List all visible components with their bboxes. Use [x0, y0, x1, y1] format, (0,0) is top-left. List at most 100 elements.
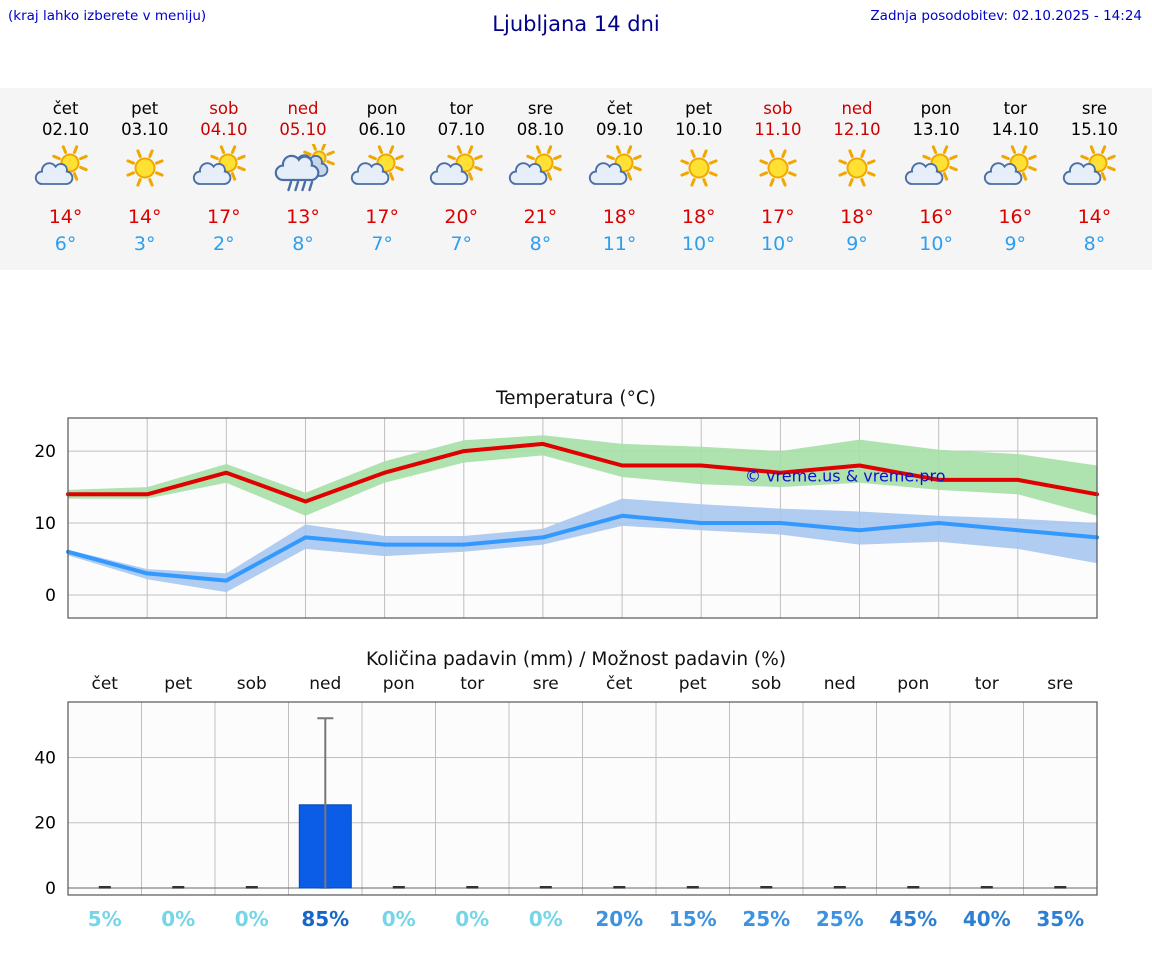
day-name: čet: [52, 99, 79, 118]
day-date: 13.10: [912, 120, 960, 139]
precipitation-chart-title: Količina padavin (mm) / Možnost padavin …: [365, 649, 787, 670]
sun-cloud-icon: [184, 141, 263, 197]
forecast-day[interactable]: ned 05.10 13° 8°: [263, 98, 342, 256]
svg-text:40: 40: [34, 749, 56, 769]
low-temp: 7°: [371, 233, 393, 255]
day-name: sob: [209, 99, 239, 118]
day-date: 11.10: [754, 120, 802, 139]
high-temp: 14°: [48, 206, 83, 228]
day-date: 14.10: [991, 120, 1039, 139]
sun-cloud-icon: [580, 141, 659, 197]
forecast-day[interactable]: pon 06.10 17° 7°: [343, 98, 422, 256]
precip-probability: 15%: [668, 907, 717, 931]
day-name: tor: [449, 99, 473, 118]
precip-day-label: čet: [606, 674, 633, 694]
high-temp: 18°: [840, 206, 874, 228]
forecast-day[interactable]: ned 12.10 18° 9°: [817, 98, 896, 256]
precip-day-label: sob: [751, 674, 782, 694]
temperature-chart-title: Temperatura (°C): [495, 388, 657, 409]
sun-icon: [105, 141, 184, 197]
svg-text:0: 0: [45, 586, 56, 606]
forecast-day[interactable]: pon 13.10 16° 10°: [897, 98, 976, 256]
forecast-day[interactable]: pet 03.10 14° 3°: [105, 98, 184, 256]
precip-probability: 0%: [161, 907, 196, 931]
day-date: 10.10: [675, 120, 723, 139]
sun-icon: [738, 141, 817, 197]
precip-day-label: pet: [678, 674, 707, 694]
sun-cloud-icon: [26, 141, 105, 197]
low-temp: 11°: [602, 233, 637, 255]
precipitation-day-labels: čet pet sob ned pon tor sre čet pet sob ned pon tor s…: [68, 674, 1097, 694]
day-name: pon: [920, 99, 952, 118]
svg-text:20: 20: [34, 814, 56, 834]
forecast-day[interactable]: sob 11.10 17° 10°: [738, 98, 817, 256]
forecast-day[interactable]: sob 04.10 17° 2°: [184, 98, 263, 256]
precip-probability: 20%: [595, 907, 644, 931]
day-name: sre: [1081, 99, 1107, 118]
precip-probability: 35%: [1036, 907, 1085, 931]
sun-cloud-icon: [343, 141, 422, 197]
precip-probability: 25%: [742, 907, 791, 931]
precip-probability: 0%: [528, 907, 563, 931]
forecast-strip: čet 02.10 14° 6° pet 03.10 14° 3° sob 04.10 17° 2° n…: [0, 88, 1152, 270]
day-date: 05.10: [279, 120, 327, 139]
day-name: čet: [606, 99, 633, 118]
precip-probability: 45%: [889, 907, 938, 931]
low-temp: 9°: [1004, 233, 1027, 255]
day-date: 08.10: [516, 120, 565, 139]
forecast-day[interactable]: pet 10.10 18° 10°: [659, 98, 738, 256]
precip-day-label: sre: [1047, 674, 1074, 694]
forecast-day[interactable]: sre 15.10 14° 8°: [1055, 98, 1134, 256]
high-temp: 21°: [523, 206, 558, 228]
precip-day-label: ned: [309, 674, 342, 694]
day-date: 09.10: [595, 120, 644, 139]
precip-probability: 40%: [962, 907, 1011, 931]
forecast-day[interactable]: sre 08.10 21° 8°: [501, 98, 580, 256]
sun-cloud-icon: [501, 141, 580, 197]
high-temp: 18°: [602, 206, 637, 228]
high-temp: 14°: [127, 206, 162, 228]
page-title: Ljubljana 14 dni: [492, 12, 660, 36]
day-date: 02.10: [41, 120, 90, 139]
precipitation-probability-row: 5% 0% 0% 85% 0% 0% 0% 20% 15% 25% 25% 45% 40% 35%: [68, 907, 1097, 931]
day-name: sob: [763, 99, 793, 118]
sun-cloud-icon: [897, 141, 976, 197]
weather-forecast-page: (kraj lahko izberete v meniju) Ljubljana…: [0, 8, 1152, 931]
low-temp: 3°: [133, 233, 156, 255]
high-temp: 13°: [286, 206, 320, 228]
precipitation-chart: 0 20 40: [34, 701, 1098, 899]
forecast-day[interactable]: tor 14.10 16° 9°: [976, 98, 1055, 256]
precip-probability: 0%: [381, 907, 416, 931]
sun-cloud-icon: [976, 141, 1055, 197]
high-temp: 16°: [919, 206, 953, 228]
precipitation-chart-block: Količina padavin (mm) / Možnost padavin …: [0, 649, 1152, 931]
day-name: pet: [685, 99, 713, 118]
precip-day-label: tor: [974, 674, 999, 694]
day-date: 03.10: [121, 120, 169, 139]
precip-probability: 25%: [815, 907, 864, 931]
high-temp: 14°: [1077, 206, 1112, 228]
svg-text:20: 20: [34, 442, 56, 462]
rain-icon: [263, 141, 342, 197]
precip-day-label: sob: [236, 674, 267, 694]
precip-day-label: pon: [382, 674, 415, 694]
temperature-chart-block: Temperatura (°C) 0 10 20 © vreme.us & vreme…: [0, 388, 1152, 623]
day-name: ned: [287, 99, 319, 118]
day-date: 04.10: [200, 120, 248, 139]
day-date: 06.10: [358, 120, 406, 139]
day-date: 07.10: [437, 120, 485, 139]
high-temp: 20°: [444, 206, 479, 228]
high-temp: 18°: [681, 206, 716, 228]
forecast-day[interactable]: čet 09.10 18° 11°: [580, 98, 659, 256]
day-name: pet: [131, 99, 159, 118]
low-temp: 8°: [292, 233, 314, 255]
forecast-day[interactable]: tor 07.10 20° 7°: [422, 98, 501, 256]
forecast-day[interactable]: čet 02.10 14° 6°: [26, 98, 105, 256]
precip-day-label: tor: [460, 674, 485, 694]
day-name: sre: [527, 99, 553, 118]
precip-probability: 85%: [301, 907, 350, 931]
high-temp: 17°: [761, 206, 795, 228]
low-temp: 8°: [529, 233, 552, 255]
day-date: 15.10: [1070, 120, 1119, 139]
menu-hint[interactable]: (kraj lahko izberete v meniju): [8, 8, 207, 24]
